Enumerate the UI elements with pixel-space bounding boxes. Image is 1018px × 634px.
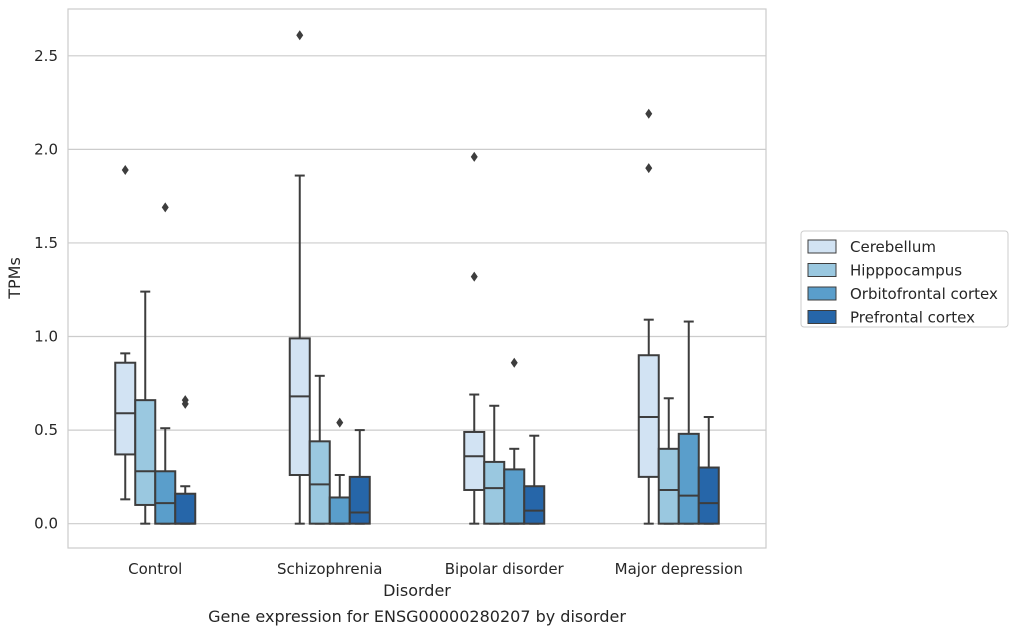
box-2-3	[523, 434, 546, 525]
boxes-layer	[114, 30, 720, 525]
legend-swatch	[807, 239, 837, 254]
box-1-3	[348, 429, 371, 525]
x-tick-labels: Control Schizophrenia Bipolar disorder Majo…	[128, 560, 743, 578]
box-0-0	[114, 164, 137, 501]
outlier-point	[645, 163, 653, 174]
box-3-3	[697, 415, 720, 525]
y-axis-label: TPMs	[5, 257, 24, 300]
box-2-1	[483, 404, 506, 525]
y-tick-labels: 0.0 0.5 1.0 1.5 2.0 2.5	[34, 47, 58, 533]
outlier-point	[510, 357, 518, 368]
box-0-2	[154, 202, 177, 525]
box-body	[463, 430, 486, 491]
x-tick-label: Major depression	[615, 560, 743, 578]
box-2-0	[463, 151, 486, 525]
y-tick-label: 0.0	[34, 515, 58, 533]
y-tick-label: 2.5	[34, 47, 58, 65]
box-body	[523, 485, 546, 525]
box-1-1	[308, 374, 331, 525]
box-body	[348, 475, 371, 525]
legend-label: Hipppocampus	[850, 262, 962, 280]
box-1-0	[288, 30, 311, 525]
box-body	[154, 470, 177, 525]
box-body	[677, 432, 700, 525]
box-0-3	[174, 395, 197, 525]
outlier-point	[645, 108, 653, 119]
box-body	[697, 466, 720, 525]
legend-swatch	[807, 263, 837, 277]
outlier-point	[121, 164, 129, 175]
box-body	[134, 399, 157, 506]
box-2-2	[503, 357, 526, 525]
legend-label: Cerebellum	[850, 238, 936, 256]
box-0-1	[134, 290, 157, 525]
outlier-point	[336, 417, 344, 428]
y-tick-label: 1.5	[34, 234, 58, 252]
box-body	[174, 492, 197, 525]
box-body	[503, 468, 526, 525]
chart-caption: Gene expression for ENSG00000280207 by d…	[208, 607, 626, 626]
legend-frame	[800, 230, 1009, 328]
x-tick-label: Control	[128, 560, 182, 578]
x-axis-label: Disorder	[383, 581, 451, 600]
box-body	[657, 447, 680, 525]
box-3-1	[657, 397, 680, 525]
box-body	[328, 496, 351, 525]
legend-swatch	[807, 310, 837, 324]
box-3-2	[677, 320, 700, 525]
outlier-point	[296, 30, 304, 41]
y-tick-label: 0.5	[34, 421, 58, 439]
legend: Cerebellum Hipppocampus Orbitofrontal cort…	[800, 230, 1009, 328]
outlier-point	[470, 151, 478, 162]
outlier-point	[470, 271, 478, 282]
box-body	[308, 440, 331, 525]
box-body	[288, 337, 311, 477]
x-tick-label: Bipolar disorder	[445, 560, 565, 578]
x-tick-label: Schizophrenia	[277, 560, 382, 578]
legend-label: Prefrontal cortex	[850, 309, 975, 327]
box-body	[114, 361, 137, 456]
outlier-point	[181, 395, 189, 406]
box-3-0	[637, 108, 660, 525]
box-body	[483, 460, 506, 525]
legend-swatch	[807, 286, 837, 301]
legend-label: Orbitofrontal cortex	[850, 285, 998, 303]
y-tick-label: 1.0	[34, 328, 58, 346]
y-tick-label: 2.0	[34, 140, 58, 158]
box-1-2	[328, 417, 351, 525]
outlier-point	[161, 202, 169, 213]
plot-frame	[67, 8, 767, 549]
